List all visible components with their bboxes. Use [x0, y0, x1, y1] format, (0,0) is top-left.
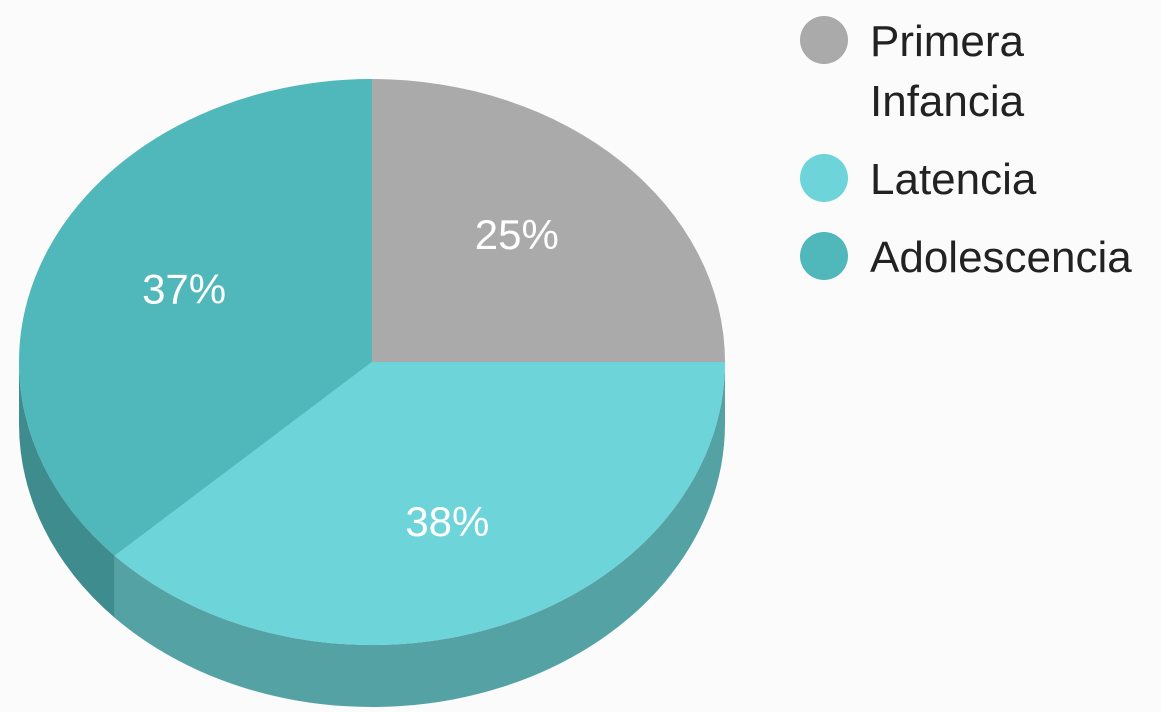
legend-swatch-latencia: [800, 154, 848, 202]
pie-data-labels: 25% 38% 37%: [142, 211, 559, 545]
pie-side-adolescencia: [19, 362, 115, 618]
legend-item-primera-infancia: Primera Infancia: [800, 12, 1161, 132]
pie-side-latencia: [114, 362, 726, 708]
pie-slices: [18, 79, 726, 646]
legend-swatch-adolescencia: [800, 232, 848, 280]
legend-item-adolescencia: Adolescencia: [800, 228, 1161, 288]
legend: Primera Infancia Latencia Adolescencia: [800, 12, 1161, 306]
legend-label-adolescencia: Adolescencia: [870, 233, 1132, 282]
pie-sides: [19, 362, 726, 708]
pie-slice-primera-infancia: [372, 79, 725, 362]
pie-slice-latencia: [114, 362, 726, 646]
data-label-adolescencia: 37%: [142, 265, 226, 312]
legend-label-primera-infancia: Primera Infancia: [870, 17, 1025, 126]
data-label-primera-infancia: 25%: [475, 211, 559, 258]
legend-item-latencia: Latencia: [800, 150, 1161, 210]
legend-swatch-primera-infancia: [800, 16, 848, 64]
pie-slice-adolescencia: [18, 79, 373, 556]
data-label-latencia: 38%: [405, 498, 489, 545]
pie-chart: 25% 38% 37%: [18, 79, 726, 708]
legend-label-latencia: Latencia: [870, 155, 1037, 204]
